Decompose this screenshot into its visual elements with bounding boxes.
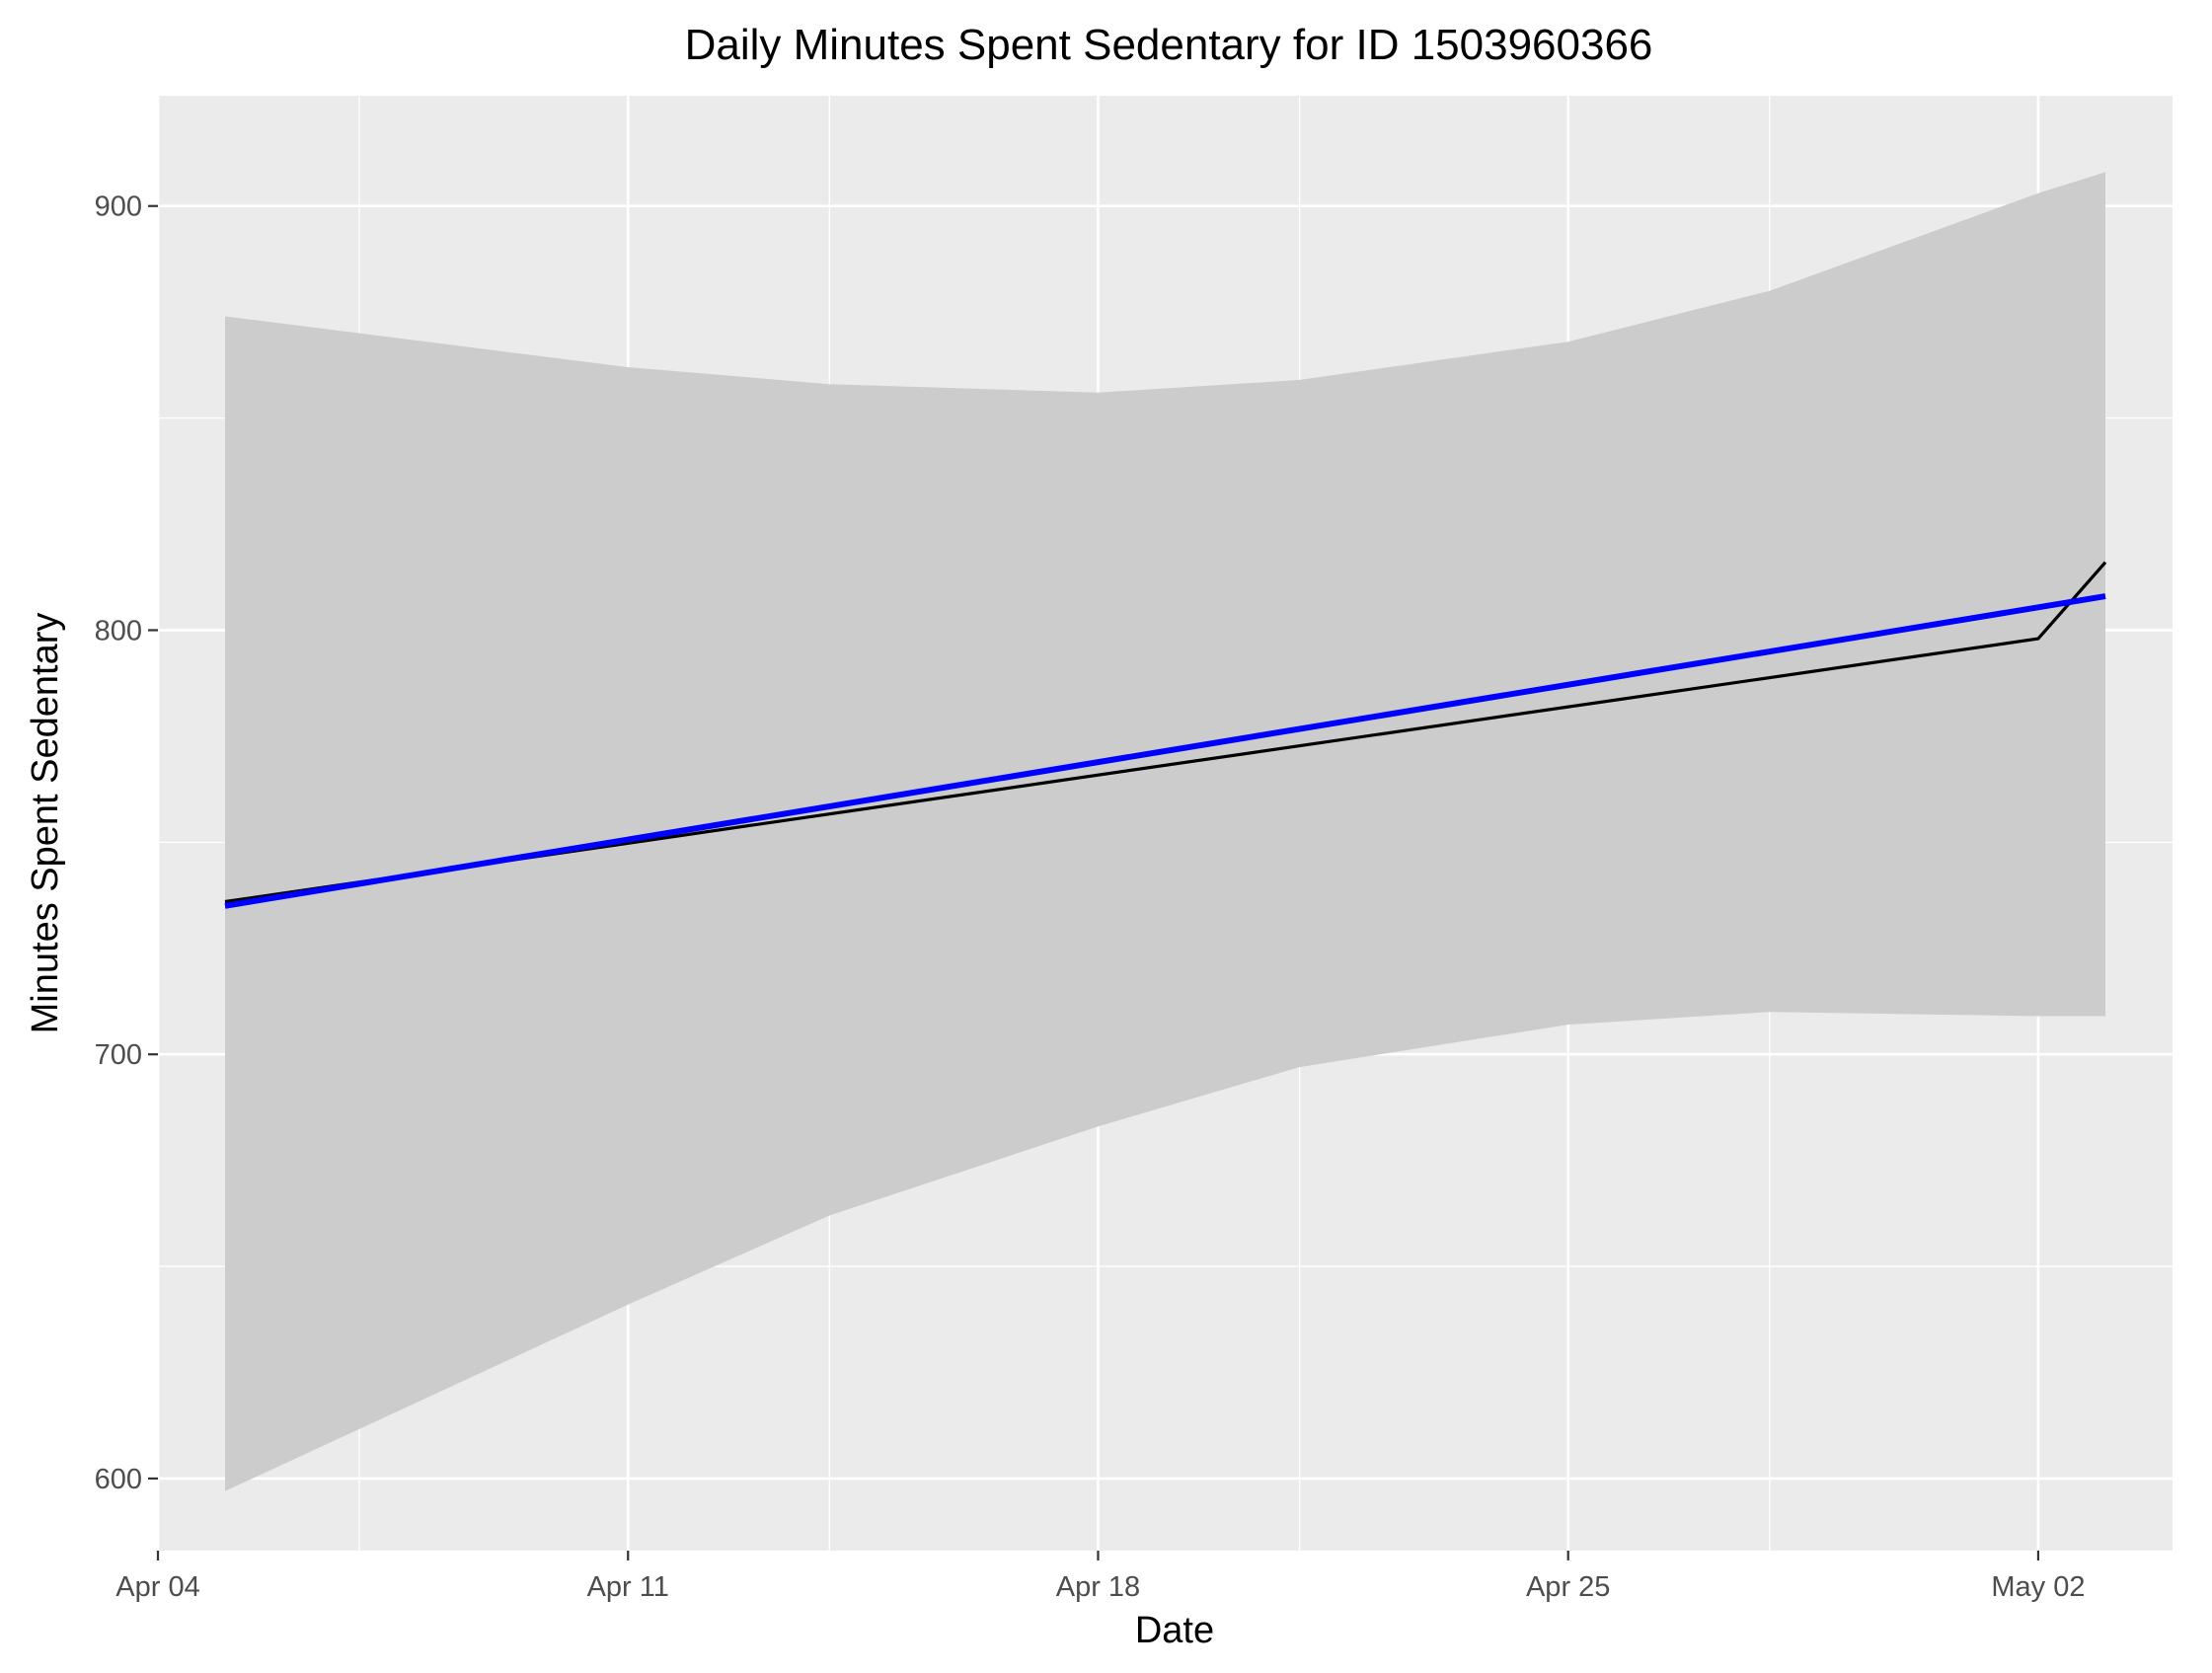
- x-tick-label: Apr 11: [587, 1571, 669, 1603]
- y-tick-label: 700: [95, 1039, 142, 1071]
- y-axis-title: Minutes Spent Sedentary: [25, 613, 66, 1034]
- confidence-band: [225, 172, 2105, 1491]
- y-axis: 600 700 800 900: [95, 191, 158, 1495]
- x-axis-title: Date: [1135, 1610, 1214, 1651]
- series-lines: [224, 561, 2107, 909]
- x-axis: Apr 04 Apr 11 Apr 18 Apr 25 May 02: [115, 1551, 2085, 1603]
- observed-line: [224, 561, 2107, 904]
- y-tick-label: 900: [95, 191, 142, 223]
- x-tick-label: Apr 04: [115, 1571, 199, 1603]
- x-tick-label: Apr 25: [1526, 1571, 1610, 1603]
- y-tick-label: 600: [95, 1464, 142, 1495]
- y-tick-label: 800: [95, 615, 142, 646]
- x-tick-label: Apr 18: [1056, 1571, 1140, 1603]
- chart-title: Daily Minutes Spent Sedentary for ID 150…: [685, 21, 1653, 69]
- x-tick-label: May 02: [1991, 1571, 2085, 1603]
- fit-line: [224, 593, 2106, 909]
